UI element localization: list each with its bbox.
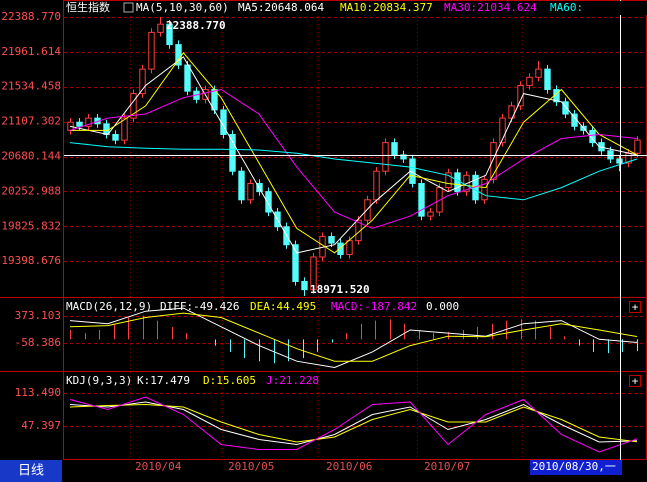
ma-label: MA60: (550, 1, 583, 14)
candle-body (382, 142, 389, 172)
candle-body (589, 129, 596, 144)
candle-body (130, 93, 137, 119)
candle-body (301, 280, 308, 291)
candle-body (166, 23, 173, 46)
candle-body (490, 142, 497, 180)
candle-body (229, 133, 236, 172)
expand-icon: + (632, 375, 639, 388)
candle-body (634, 139, 641, 154)
candle-body (247, 182, 254, 201)
candle-body (400, 154, 407, 160)
header-bg (64, 1, 647, 15)
y-tick-label: 20252.988 (1, 184, 61, 197)
indicator-line (69, 142, 638, 201)
y-tick-label: 113.490 (15, 386, 61, 399)
indicator-name: MA(5,10,30,60) (136, 1, 229, 14)
cursor-date-bg (530, 460, 622, 475)
candle-body (139, 68, 146, 95)
candle-body (184, 64, 191, 92)
period-label: 日线 (18, 464, 44, 479)
candle-body (391, 142, 398, 156)
candle-body (175, 44, 182, 66)
expand-button[interactable] (629, 375, 641, 387)
indicator-line (69, 396, 638, 453)
kdj-label: K:17.479 (137, 374, 190, 387)
ma-label: MA5:20648.064 (238, 1, 324, 14)
candle-body (373, 170, 380, 201)
candle-body (499, 117, 506, 144)
cursor-date: 2010/08/30,一 (532, 460, 616, 473)
candle-body (517, 84, 524, 107)
indicator-line (70, 51, 638, 254)
expand-button[interactable] (629, 301, 641, 313)
candle-body (418, 182, 425, 217)
y-tick-label: 19398.676 (1, 254, 61, 267)
candle-body (481, 178, 488, 201)
candle-body (544, 68, 551, 91)
indicator-line (69, 312, 638, 362)
y-tick-label: 22388.770 (1, 10, 61, 23)
macd-label: MACD:-187.842 (331, 300, 417, 313)
y-tick-label: 47.397 (21, 419, 61, 432)
y-tick-label: 21961.614 (1, 45, 61, 58)
period-button[interactable] (0, 460, 62, 482)
candle-body (112, 133, 119, 141)
instrument-title: 恒生指数 (66, 0, 110, 14)
kdj-label: J:21.228 (266, 374, 319, 387)
macd-extra: 0.000 (426, 300, 459, 313)
indicator-icon (123, 2, 134, 13)
date-label: 2010/04 (135, 460, 182, 473)
extreme-label: 22388.770 (166, 19, 226, 32)
candle-body (121, 117, 128, 141)
candle-body (148, 31, 155, 70)
date-label: 2010/07 (424, 460, 470, 473)
candle-body (265, 191, 272, 213)
candle-body (76, 121, 83, 127)
date-label: 2010/06 (326, 460, 372, 473)
candle-body (616, 158, 623, 164)
expand-icon: + (632, 301, 639, 314)
candle-body (607, 150, 614, 160)
ma-label: MA30:21034.624 (444, 1, 537, 14)
indicator-line (69, 88, 638, 229)
extreme-label: 18971.520 (310, 283, 370, 296)
candle-body (508, 105, 515, 119)
candle-body (364, 199, 371, 221)
kdj-title: KDJ(9,3,3) (66, 374, 132, 387)
candle-body (526, 76, 533, 86)
candle-body (346, 240, 353, 256)
candle-body (328, 236, 335, 244)
candle-body (310, 256, 317, 291)
y-tick-label: 21534.458 (1, 80, 61, 93)
marks (64, 16, 647, 460)
y-tick-label: 19825.832 (1, 219, 61, 232)
y-tick-label: -58.386 (15, 336, 61, 349)
candle-body (292, 244, 299, 282)
candle-body (535, 68, 542, 78)
date-label: 2010/05 (228, 460, 274, 473)
candle-body (337, 242, 344, 256)
y-tick-label: 21107.302 (1, 115, 61, 128)
candle-body (562, 101, 569, 115)
macd-label: DEA:44.495 (250, 300, 316, 313)
y-tick-label: 20680.144 (1, 150, 61, 163)
kdj-label: D:15.605 (203, 374, 256, 387)
ma-label: MA10:20834.377 (340, 1, 433, 14)
candle-body (85, 117, 92, 127)
candle-body (157, 23, 164, 33)
indicator-line (69, 307, 638, 369)
y-tick-label: 373.103 (15, 309, 61, 322)
candle-body (427, 211, 434, 217)
indicator-line (69, 56, 638, 254)
candle-body (238, 170, 245, 201)
candle-body (103, 123, 110, 135)
candle-body (445, 172, 452, 189)
macd-title: MACD(26,12,9) (66, 300, 152, 313)
macd-label: DIFF:-49.426 (160, 300, 239, 313)
